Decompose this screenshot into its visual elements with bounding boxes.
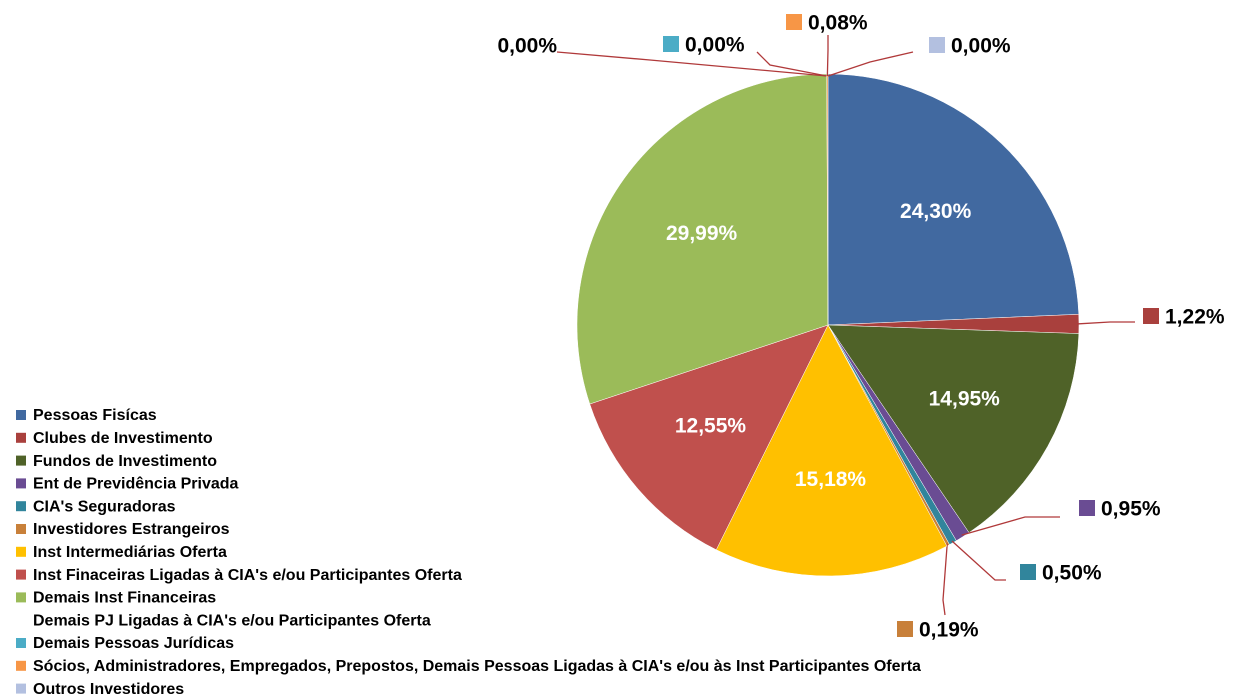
legend-swatch xyxy=(16,524,26,534)
leader-line xyxy=(556,51,827,77)
legend-label: Pessoas Fisícas xyxy=(33,407,157,424)
leader-line xyxy=(1076,321,1135,325)
legend-swatch xyxy=(16,592,26,603)
legend-label: Inst Intermediárias Oferta xyxy=(33,544,227,561)
leader-line xyxy=(951,540,1006,581)
legend-label: Demais Pessoas Jurídicas xyxy=(33,635,234,652)
legend-label: Investidores Estrangeiros xyxy=(33,521,230,538)
pie-slice xyxy=(576,73,829,405)
label-marker xyxy=(663,36,679,52)
legend-swatch xyxy=(16,410,26,420)
legend-label: Sócios, Administradores, Empregados, Pre… xyxy=(33,658,921,675)
pie-slice xyxy=(589,324,829,551)
legend-swatch xyxy=(16,455,26,466)
legend-label: CIA's Seguradoras xyxy=(33,498,176,515)
legend-label: Demais PJ Ligadas à CIA's e/ou Participa… xyxy=(33,612,431,629)
leader-line xyxy=(827,51,914,77)
pie-slice xyxy=(827,324,1080,534)
leader-line xyxy=(826,35,829,77)
data-label: 0,50% xyxy=(1042,562,1102,585)
data-label: 29,99% xyxy=(666,222,738,245)
data-label: 24,30% xyxy=(900,200,972,223)
legend-swatch xyxy=(16,660,26,671)
data-label: 0,00% xyxy=(497,35,557,58)
data-label: 15,18% xyxy=(795,468,867,491)
legend-label: Ent de Previdência Privada xyxy=(33,476,239,493)
legend-swatch xyxy=(16,546,26,557)
legend-label: Inst Finaceiras Ligadas à CIA's e/ou Par… xyxy=(33,567,462,584)
legend-label: Fundos de Investimento xyxy=(33,453,217,470)
data-label: 0,95% xyxy=(1101,498,1161,521)
data-label: 12,55% xyxy=(675,415,747,438)
data-label: 0,00% xyxy=(951,35,1011,58)
legend-swatch xyxy=(16,478,26,489)
legend-swatch xyxy=(16,501,26,512)
label-marker xyxy=(1079,500,1095,516)
leader-line xyxy=(961,516,1060,536)
data-label: 1,22% xyxy=(1165,306,1225,329)
legend-swatch xyxy=(16,569,26,580)
legend-label: Demais Inst Financeiras xyxy=(33,590,216,607)
leader-line xyxy=(942,543,948,616)
legend-swatch xyxy=(16,683,26,694)
data-label: 14,95% xyxy=(929,388,1001,411)
legend-swatch xyxy=(16,638,26,648)
legend-swatch xyxy=(16,615,26,626)
legend-label: Outros Investidores xyxy=(33,681,184,698)
data-label: 0,19% xyxy=(919,619,979,642)
pie-slice xyxy=(715,324,948,577)
data-label: 0,00% xyxy=(685,34,745,57)
label-marker xyxy=(1020,564,1036,580)
pie-slice xyxy=(827,73,1080,326)
leader-line xyxy=(756,51,827,77)
label-marker xyxy=(929,37,945,53)
label-marker xyxy=(1143,308,1159,324)
label-marker xyxy=(786,14,802,30)
data-label: 0,08% xyxy=(808,12,868,35)
legend-label: Clubes de Investimento xyxy=(33,430,213,447)
label-marker xyxy=(897,621,913,637)
legend-swatch xyxy=(16,432,26,443)
